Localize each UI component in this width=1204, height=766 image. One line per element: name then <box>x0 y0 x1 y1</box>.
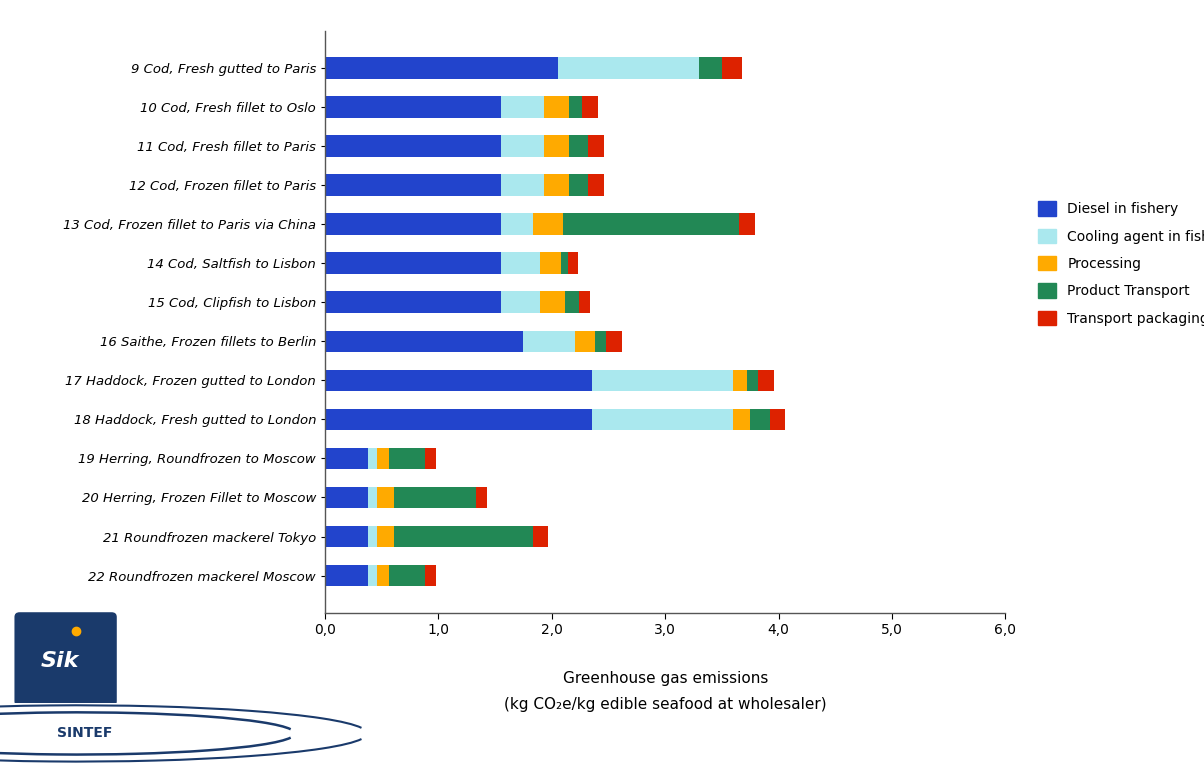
Bar <box>750 408 769 430</box>
Bar <box>733 408 750 430</box>
Bar <box>325 369 591 391</box>
Bar <box>532 214 563 235</box>
Bar <box>389 447 425 469</box>
Bar <box>501 291 541 313</box>
Bar <box>325 97 501 118</box>
Bar <box>394 525 532 547</box>
Bar <box>389 565 425 586</box>
Bar <box>568 97 583 118</box>
Bar <box>368 565 377 586</box>
Bar <box>588 175 604 196</box>
Bar <box>325 525 368 547</box>
Bar <box>544 97 568 118</box>
Bar <box>501 97 544 118</box>
Bar <box>501 252 541 274</box>
Bar <box>377 447 389 469</box>
Bar <box>700 57 722 79</box>
Bar <box>368 525 377 547</box>
Bar <box>394 486 476 508</box>
Bar <box>607 330 622 352</box>
Bar <box>501 214 532 235</box>
Bar <box>532 525 549 547</box>
Bar <box>568 252 578 274</box>
Bar <box>524 330 574 352</box>
Bar <box>568 136 588 157</box>
Bar <box>591 369 733 391</box>
Bar <box>591 408 733 430</box>
Bar <box>501 175 544 196</box>
Bar <box>368 447 377 469</box>
Bar <box>501 136 544 157</box>
Bar <box>425 447 436 469</box>
Bar <box>574 330 595 352</box>
Bar <box>561 252 568 274</box>
Bar <box>588 136 604 157</box>
Bar <box>325 252 501 274</box>
Bar <box>425 565 436 586</box>
Bar <box>583 97 598 118</box>
Bar <box>368 486 377 508</box>
Bar <box>733 369 746 391</box>
Bar <box>566 291 579 313</box>
Bar <box>325 330 524 352</box>
Bar <box>325 214 501 235</box>
Bar <box>595 330 607 352</box>
Bar <box>325 486 368 508</box>
Bar <box>739 214 755 235</box>
Bar <box>325 291 501 313</box>
Text: SINTEF Fiskeri og havbruk AS: SINTEF Fiskeri og havbruk AS <box>542 725 819 742</box>
Bar <box>563 214 739 235</box>
Bar <box>579 291 590 313</box>
Circle shape <box>0 714 439 753</box>
Legend: Diesel in fishery, Cooling agent in fishery, Processing, Product Transport, Tran: Diesel in fishery, Cooling agent in fish… <box>1033 196 1204 331</box>
Bar <box>325 408 591 430</box>
Bar <box>476 486 488 508</box>
Bar <box>568 175 588 196</box>
Bar <box>325 565 368 586</box>
Bar <box>746 369 759 391</box>
Bar <box>759 369 774 391</box>
Bar <box>325 57 557 79</box>
FancyBboxPatch shape <box>14 612 117 706</box>
Text: Sik: Sik <box>40 651 78 671</box>
Bar <box>557 57 700 79</box>
Bar <box>722 57 743 79</box>
Bar <box>377 486 394 508</box>
Bar <box>325 175 501 196</box>
Bar <box>377 525 394 547</box>
Bar <box>769 408 785 430</box>
Bar <box>325 136 501 157</box>
Text: Greenhouse gas emissions: Greenhouse gas emissions <box>562 671 768 686</box>
Text: (kg CO₂e/kg edible seafood at wholesaler): (kg CO₂e/kg edible seafood at wholesaler… <box>504 697 826 712</box>
Bar <box>544 136 568 157</box>
Bar <box>541 291 566 313</box>
Bar <box>541 252 561 274</box>
Bar <box>544 175 568 196</box>
Bar <box>377 565 389 586</box>
Text: SINTEF: SINTEF <box>57 726 112 741</box>
Bar <box>325 447 368 469</box>
